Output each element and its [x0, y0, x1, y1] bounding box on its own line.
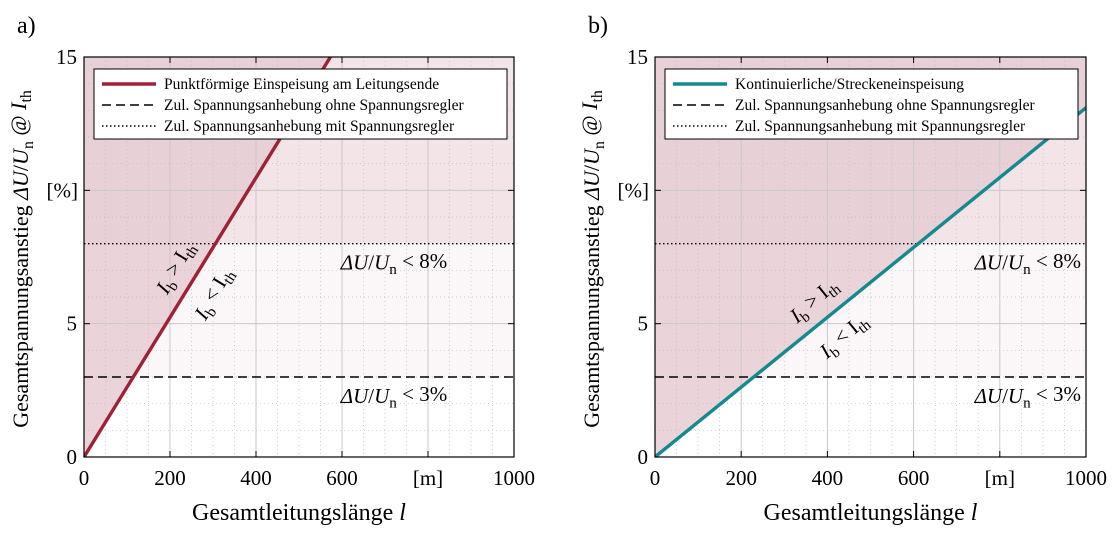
annotation-8-percent: ΔU/Un < 8%	[340, 249, 447, 278]
y-axis-label: Gesamtspannungsanstieg ΔU/Un @ Ith	[6, 90, 37, 428]
x-axis-label: Gesamtleitungslänge l	[764, 500, 978, 526]
x-tick-label: 1000	[493, 466, 535, 490]
y-unit-label: [%]	[47, 178, 78, 202]
y-axis-label: Gesamtspannungsanstieg ΔU/Un @ Ith	[577, 90, 608, 428]
legend: Kontinuierliche/Streckeneinspeisung Zul. …	[664, 68, 1079, 140]
annotation-3-percent: ΔU/Un < 3%	[974, 382, 1081, 411]
axes-frame	[83, 56, 515, 458]
chart-panel-a: 0 200 400 600 1000 [m] 0 5 15 [%] Gesamtleitungslä…	[6, 13, 535, 526]
legend-entry-label: Zul. Spannungsanhebung mit Spannungsregl…	[164, 118, 455, 135]
x-tick-label: 200	[154, 466, 186, 490]
x-tick-label: 0	[79, 466, 90, 490]
legend-entry-label: Zul. Spannungsanhebung ohne Spannungsreg…	[164, 97, 464, 114]
y-tick-label: 5	[67, 312, 78, 336]
x-tick-label: 1000	[1065, 466, 1107, 490]
x-tick-label: 600	[898, 466, 930, 490]
y-tick-label: 0	[67, 445, 78, 469]
x-tick-label: 200	[725, 466, 757, 490]
panel-label: b)	[588, 13, 608, 39]
x-tick-label: 600	[326, 466, 358, 490]
annotation-8-percent: ΔU/Un < 8%	[974, 249, 1081, 278]
x-unit-label: [m]	[413, 466, 443, 490]
x-tick-label: 0	[650, 466, 661, 490]
annotation-3-percent: ΔU/Un < 3%	[340, 382, 447, 411]
legend-entry-label: Zul. Spannungsanhebung mit Spannungsregl…	[735, 118, 1026, 135]
legend-box	[664, 68, 1079, 140]
x-tick-label: 400	[812, 466, 844, 490]
legend: Punktförmige Einspeisung am Leitungsende…	[93, 68, 508, 140]
legend-entry-label: Zul. Spannungsanhebung ohne Spannungsreg…	[735, 97, 1035, 114]
panel-label: a)	[17, 13, 36, 39]
axes-frame	[654, 56, 1087, 458]
legend-box	[93, 68, 508, 140]
y-tick-label: 15	[56, 45, 77, 69]
y-tick-label: 15	[627, 45, 648, 69]
y-tick-label: 0	[638, 445, 649, 469]
series-line-main	[655, 106, 1086, 457]
x-unit-label: [m]	[985, 466, 1015, 490]
x-tick-label: 400	[240, 466, 272, 490]
y-unit-label: [%]	[618, 178, 649, 202]
y-tick-label: 5	[638, 312, 649, 336]
legend-entry-label: Punktförmige Einspeisung am Leitungsende	[164, 76, 439, 93]
chart-panel-b: 0 200 400 600 1000 [m] 0 5 15 [%] Gesamtleitungslä…	[577, 13, 1107, 526]
legend-entry-label: Kontinuierliche/Streckeneinspeisung	[735, 76, 964, 93]
x-axis-label: Gesamtleitungslänge l	[192, 500, 406, 526]
